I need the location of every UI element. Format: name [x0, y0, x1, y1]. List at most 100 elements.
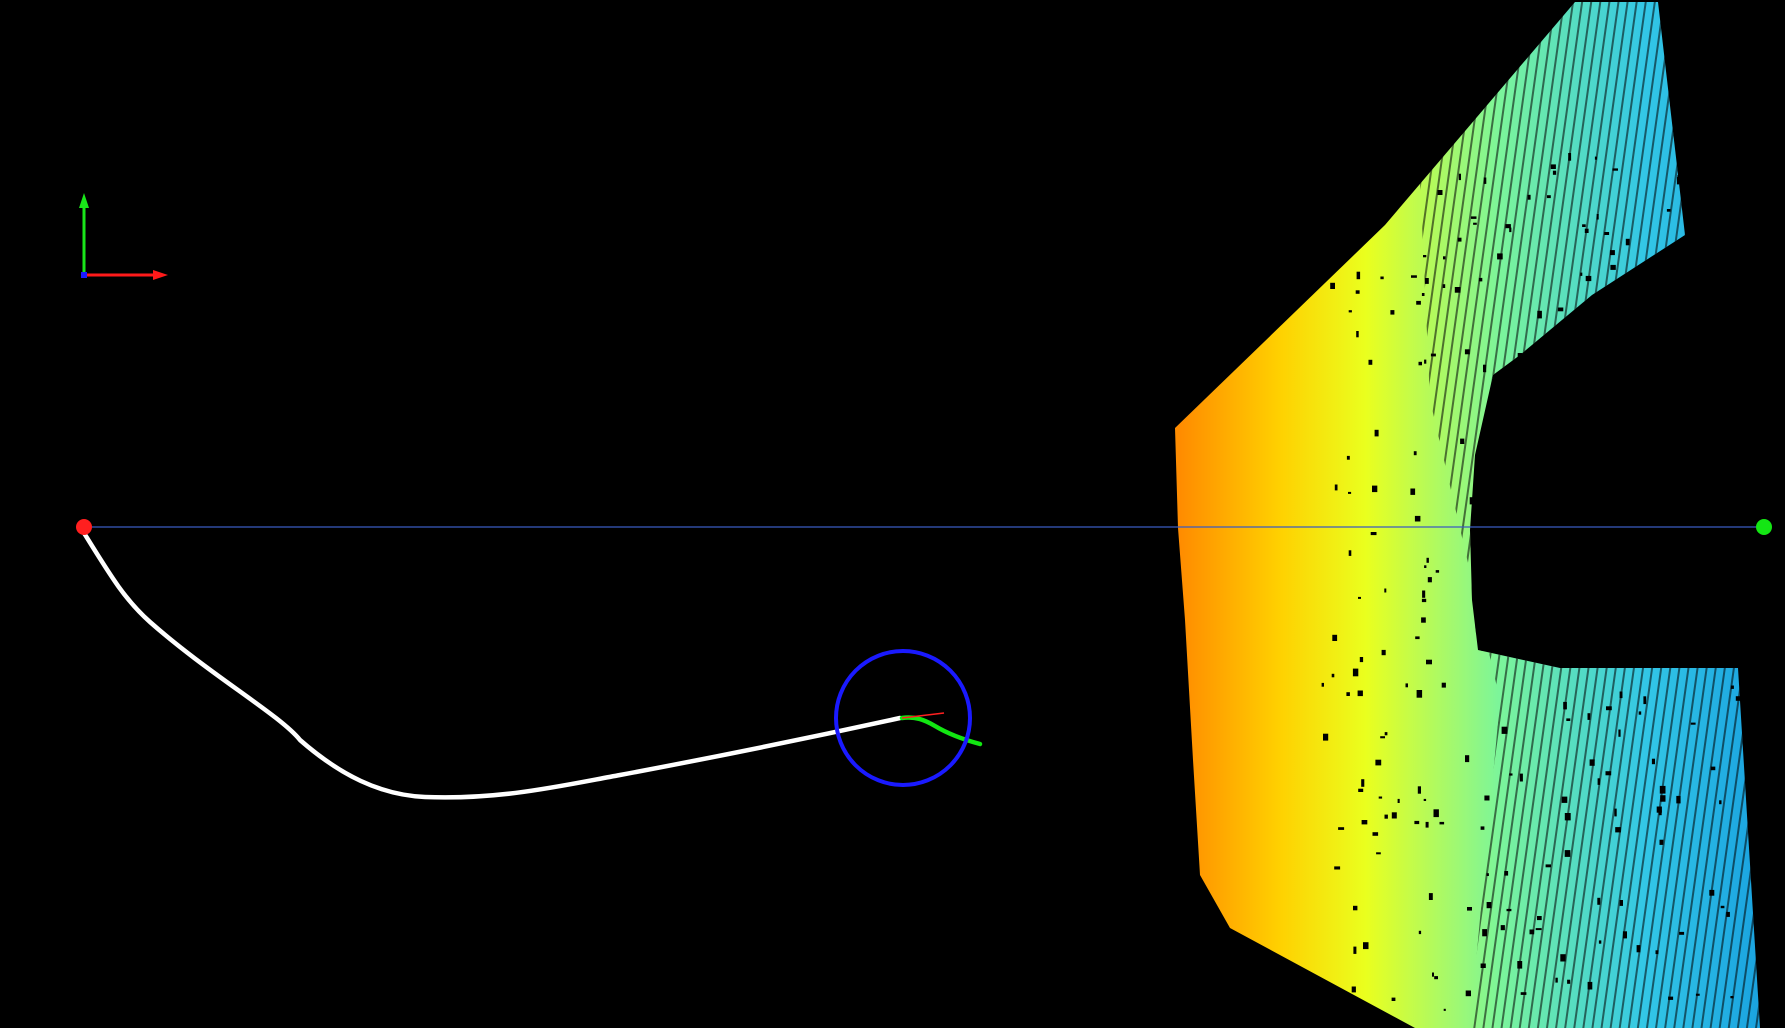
point-cloud-speck — [1735, 696, 1742, 701]
point-cloud-speck — [1465, 755, 1470, 763]
point-cloud-speck — [1422, 590, 1426, 598]
point-cloud-speck — [1597, 897, 1601, 905]
start-marker[interactable] — [76, 519, 92, 535]
point-cloud-speck — [1381, 649, 1386, 656]
point-cloud-speck — [1364, 204, 1370, 208]
point-cloud-speck — [1666, 209, 1671, 212]
point-cloud-speck — [1652, 296, 1658, 302]
point-cloud-speck — [1380, 736, 1385, 739]
point-cloud-speck — [1352, 668, 1359, 677]
point-cloud-speck — [1655, 950, 1659, 955]
point-cloud-speck — [1587, 981, 1593, 990]
point-cloud-speck — [1334, 484, 1338, 491]
point-cloud-speck — [1361, 820, 1368, 825]
point-cloud-speck — [1690, 722, 1696, 725]
point-cloud-speck — [1346, 692, 1350, 696]
point-cloud-speck — [1539, 342, 1542, 350]
point-cloud-speck — [1368, 359, 1373, 365]
point-cloud-speck — [1478, 277, 1483, 282]
point-cloud-speck — [1443, 256, 1446, 260]
point-cloud-speck — [1458, 173, 1461, 181]
point-cloud-speck — [1589, 759, 1595, 766]
point-cloud-speck — [1376, 852, 1381, 855]
point-cloud-speck — [1529, 929, 1535, 935]
point-cloud-speck — [1597, 778, 1600, 785]
point-cloud-speck — [1465, 990, 1471, 997]
point-cloud-speck — [1535, 928, 1542, 931]
point-cloud-speck — [1413, 451, 1417, 456]
point-cloud-speck — [1658, 810, 1662, 816]
point-cloud-speck — [1709, 889, 1715, 896]
point-cloud-speck — [1418, 930, 1422, 935]
point-cloud-speck — [1715, 279, 1719, 283]
point-cloud-speck — [1676, 176, 1679, 185]
point-cloud-speck — [1638, 711, 1642, 715]
point-cloud-speck — [1560, 954, 1566, 962]
point-cloud-speck — [1434, 976, 1438, 980]
point-cloud-speck — [1695, 993, 1700, 996]
point-cloud-speck — [1358, 596, 1361, 599]
point-cloud-speck — [1604, 232, 1610, 235]
point-cloud-speck — [1618, 729, 1621, 737]
point-cloud-speck — [1372, 832, 1379, 836]
point-cloud-speck — [1698, 240, 1702, 244]
point-cloud-speck — [1619, 691, 1623, 699]
point-cloud-speck — [1410, 488, 1416, 495]
point-cloud-speck — [1564, 813, 1571, 821]
point-cloud-speck — [1683, 242, 1688, 247]
point-cloud-speck — [1323, 733, 1329, 741]
point-cloud-speck — [1332, 634, 1338, 641]
point-cloud-speck — [1557, 307, 1564, 312]
point-cloud-speck — [1423, 798, 1427, 801]
point-cloud-speck — [1439, 821, 1445, 825]
point-cloud-speck — [1734, 163, 1739, 171]
point-cloud-speck — [1372, 485, 1378, 493]
point-cloud-speck — [1391, 997, 1396, 1001]
point-cloud-stripes — [1420, 2, 1760, 1028]
point-cloud-speck — [1384, 814, 1388, 819]
point-cloud-speck — [1581, 368, 1586, 372]
point-cloud-speck — [1625, 238, 1630, 246]
point-cloud-speck — [1428, 893, 1433, 900]
point-cloud-speck — [1506, 908, 1512, 912]
point-cloud-speck — [1622, 931, 1627, 939]
point-cloud-speck — [1374, 429, 1379, 437]
point-cloud-speck — [1652, 267, 1655, 270]
point-cloud-speck — [1552, 170, 1557, 175]
point-cloud-speck — [1720, 905, 1725, 909]
point-cloud-speck — [1421, 617, 1426, 623]
point-cloud-speck — [1356, 331, 1359, 338]
point-cloud-speck — [1417, 786, 1421, 794]
point-cloud-speck — [1411, 275, 1417, 278]
point-cloud-speck — [1509, 773, 1513, 776]
point-cloud-speck — [1384, 588, 1387, 593]
point-cloud-speck — [1359, 657, 1364, 663]
point-cloud-speck — [1716, 226, 1720, 230]
point-cloud-speck — [1418, 361, 1422, 366]
point-cloud-speck — [1394, 193, 1400, 201]
point-cloud-speck — [1370, 532, 1377, 536]
point-cloud-speck — [1537, 310, 1542, 319]
point-cloud-speck — [1460, 438, 1465, 444]
point-cloud-speck — [1610, 250, 1615, 256]
point-cloud-speck — [1427, 577, 1432, 583]
goal-marker[interactable] — [1756, 519, 1772, 535]
point-cloud-speck — [1587, 713, 1591, 720]
point-cloud-speck — [1517, 961, 1523, 969]
point-cloud-speck — [1483, 364, 1487, 373]
heading-indicator — [901, 712, 945, 719]
point-cloud-speck — [1546, 195, 1551, 199]
point-cloud-speck — [1550, 164, 1556, 169]
point-cloud-speck — [1372, 163, 1378, 166]
point-cloud-speck — [1563, 701, 1567, 710]
point-cloud-speck — [1567, 979, 1571, 984]
robot-footprint[interactable] — [834, 649, 972, 787]
point-cloud-speck — [1405, 683, 1408, 688]
point-cloud-speck — [1346, 455, 1350, 460]
point-cloud-speck — [1594, 156, 1597, 160]
point-cloud-speck — [1421, 293, 1425, 296]
point-cloud-speck — [1358, 788, 1364, 792]
point-cloud-speck — [1483, 177, 1487, 184]
